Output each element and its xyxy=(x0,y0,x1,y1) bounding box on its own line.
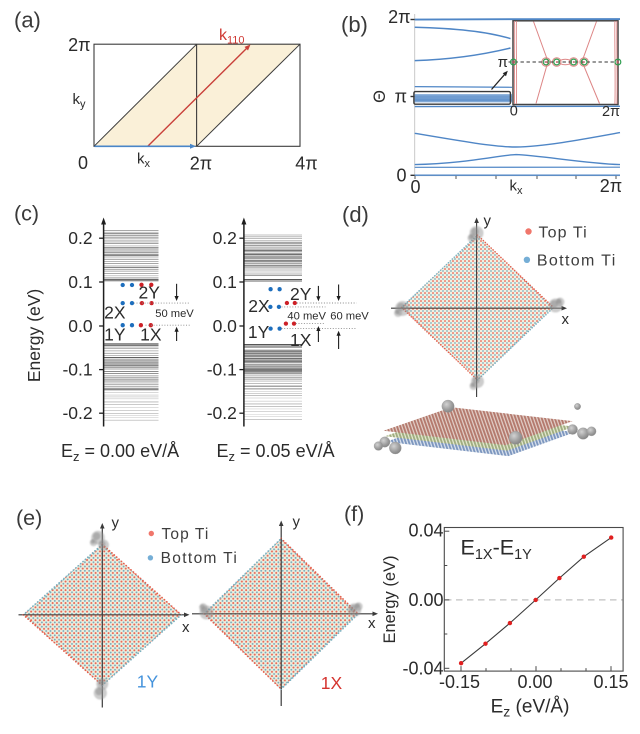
svg-text:0.2: 0.2 xyxy=(68,228,92,248)
svg-text:(c): (c) xyxy=(14,202,39,226)
svg-text:2π: 2π xyxy=(388,7,410,27)
svg-text:Energy (eV): Energy (eV) xyxy=(24,289,44,382)
svg-text:0.00: 0.00 xyxy=(517,672,552,692)
svg-text:0.00: 0.00 xyxy=(408,590,443,610)
svg-text:0: 0 xyxy=(410,177,420,197)
svg-text:60 meV: 60 meV xyxy=(330,311,369,323)
svg-text:0.1: 0.1 xyxy=(68,272,92,292)
svg-text:-0.2: -0.2 xyxy=(207,403,237,423)
svg-text:Energy (eV): Energy (eV) xyxy=(381,555,399,643)
svg-text:Ez (eV/Å): Ez (eV/Å) xyxy=(491,697,570,720)
svg-text:-0.1: -0.1 xyxy=(62,360,92,380)
svg-text:-0.15: -0.15 xyxy=(439,672,480,692)
svg-text:1X: 1X xyxy=(290,330,312,350)
svg-text:-0.2: -0.2 xyxy=(62,403,92,423)
svg-text:0: 0 xyxy=(78,153,88,173)
svg-text:Θ: Θ xyxy=(371,90,389,103)
svg-text:2π: 2π xyxy=(68,35,90,55)
svg-text:-0.1: -0.1 xyxy=(207,360,237,380)
svg-text:π: π xyxy=(498,54,508,71)
svg-text:1Y: 1Y xyxy=(104,325,126,345)
svg-text:x: x xyxy=(562,311,570,328)
svg-text:2π: 2π xyxy=(190,154,212,174)
svg-text:40 meV: 40 meV xyxy=(287,311,326,323)
svg-text:2Y: 2Y xyxy=(138,283,160,303)
svg-text:(b): (b) xyxy=(341,12,368,37)
svg-text:x: x xyxy=(368,615,376,632)
svg-text:Ez = 0.05 eV/Å: Ez = 0.05 eV/Å xyxy=(217,441,335,464)
svg-text:50 meV: 50 meV xyxy=(155,308,194,320)
svg-text:(d): (d) xyxy=(342,202,369,227)
svg-text:Bottom Ti: Bottom Ti xyxy=(161,550,239,567)
svg-text:2X: 2X xyxy=(104,303,126,323)
svg-text:4π: 4π xyxy=(295,154,317,174)
svg-text:y: y xyxy=(112,515,120,532)
svg-text:0.04: 0.04 xyxy=(408,521,443,541)
svg-text:(f): (f) xyxy=(344,502,364,526)
svg-text:2X: 2X xyxy=(248,296,270,316)
svg-text:(e): (e) xyxy=(16,506,42,530)
svg-text:0.1: 0.1 xyxy=(213,272,237,292)
svg-text:0.0: 0.0 xyxy=(213,316,238,336)
svg-text:π: π xyxy=(395,87,407,107)
svg-text:(a): (a) xyxy=(14,8,41,33)
svg-text:2π: 2π xyxy=(600,176,622,196)
svg-text:1X: 1X xyxy=(140,325,162,345)
svg-text:-0.04: -0.04 xyxy=(402,658,443,678)
svg-text:Bottom Ti: Bottom Ti xyxy=(537,253,617,270)
svg-text:1Y: 1Y xyxy=(248,322,270,342)
svg-text:x: x xyxy=(182,619,190,636)
svg-text:0: 0 xyxy=(510,104,518,120)
svg-text:y: y xyxy=(293,514,301,531)
svg-text:0.2: 0.2 xyxy=(213,228,237,248)
svg-text:Top Ti: Top Ti xyxy=(162,526,210,543)
svg-text:1Y: 1Y xyxy=(137,672,159,692)
svg-text:1X: 1X xyxy=(321,673,343,693)
svg-text:Ez = 0.00 eV/Å: Ez = 0.00 eV/Å xyxy=(61,441,179,464)
svg-text:2Y: 2Y xyxy=(290,284,312,304)
svg-text:0: 0 xyxy=(396,166,406,186)
svg-text:2π: 2π xyxy=(602,104,620,120)
svg-text:Top Ti: Top Ti xyxy=(539,224,588,241)
svg-text:0.15: 0.15 xyxy=(593,672,628,692)
svg-text:0.0: 0.0 xyxy=(68,316,93,336)
svg-text:y: y xyxy=(484,213,492,230)
